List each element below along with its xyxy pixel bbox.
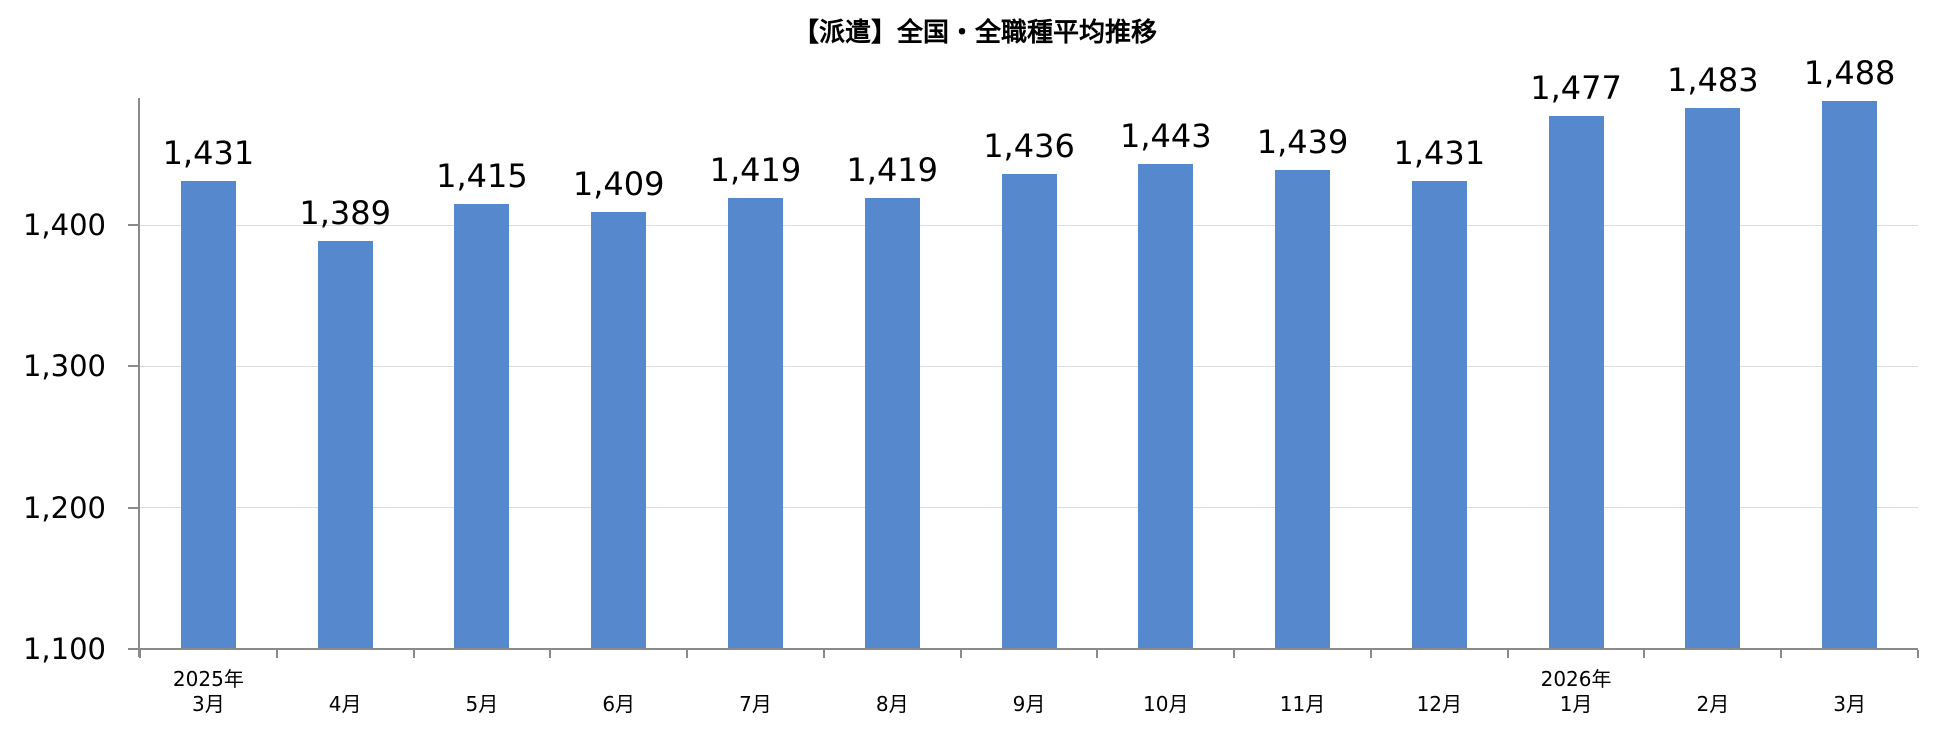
x-axis-month-label: 9月	[1012, 692, 1046, 716]
x-axis-tick	[1643, 650, 1646, 658]
x-axis-tick	[1917, 650, 1919, 658]
bar-value-label: 1,419	[709, 151, 802, 190]
x-axis-month-label: 6月	[602, 692, 636, 716]
y-axis-label: 1,100	[22, 632, 106, 666]
x-axis-tick	[1506, 650, 1509, 658]
x-axis-tick	[139, 650, 141, 658]
bar-value-label: 1,415	[436, 156, 528, 195]
chart-title: 【派遣】全国・全職種平均推移	[792, 18, 1157, 48]
x-axis-month-label: 3月	[192, 692, 225, 716]
x-axis-tick	[549, 650, 552, 658]
bar-value-label: 1,488	[1803, 53, 1896, 92]
x-axis-tick	[1233, 650, 1236, 658]
y-axis-tick	[128, 648, 138, 650]
x-axis-month-label: 7月	[739, 692, 772, 716]
x-axis-tick	[1780, 650, 1783, 658]
x-axis-month-label: 12月	[1416, 692, 1463, 716]
x-axis-month-label: 5月	[465, 692, 499, 716]
y-axis-tick	[128, 224, 138, 227]
x-axis-year-label: 2026年	[1540, 667, 1612, 691]
bar-value-label: 1,389	[299, 193, 391, 232]
x-axis-month-label: 3月	[1833, 692, 1866, 716]
x-axis-month-label: 4月	[328, 692, 362, 716]
bar	[1548, 116, 1604, 649]
x-axis-month-label: 2月	[1696, 692, 1730, 716]
bar	[180, 181, 236, 649]
x-axis-year-label: 2025年	[172, 667, 244, 691]
bar	[1411, 181, 1467, 649]
bar-value-label: 1,477	[1530, 69, 1622, 108]
bar-value-label: 1,419	[846, 151, 939, 190]
bar-value-label: 1,431	[162, 134, 255, 173]
bar	[1275, 170, 1331, 649]
x-axis-month-label: 1月	[1559, 692, 1593, 716]
bar	[1001, 174, 1057, 649]
bar	[1685, 107, 1741, 649]
bar	[454, 203, 510, 649]
bar-value-label: 1,431	[1393, 134, 1486, 173]
x-axis-tick	[686, 650, 689, 658]
y-axis-tick	[128, 365, 138, 368]
x-axis-tick	[275, 650, 278, 658]
y-axis-label: 1,200	[22, 490, 106, 525]
x-axis-tick	[959, 650, 962, 658]
x-axis-line	[138, 648, 1918, 650]
bar-value-label: 1,483	[1667, 60, 1759, 99]
bar	[864, 198, 920, 649]
x-axis-tick	[822, 650, 825, 658]
y-axis-label: 1,300	[22, 349, 106, 384]
x-axis-month-label: 8月	[875, 692, 909, 716]
bar-value-label: 1,436	[983, 127, 1075, 166]
x-axis-tick	[412, 650, 415, 658]
y-axis-line	[138, 98, 140, 657]
x-axis-tick	[1369, 650, 1372, 658]
bar	[317, 240, 373, 649]
bar	[727, 198, 783, 649]
bar	[1138, 164, 1194, 649]
y-axis-tick	[128, 506, 138, 509]
bar-value-label: 1,439	[1256, 123, 1349, 162]
x-axis-tick	[1096, 650, 1099, 658]
x-axis-month-label: 10月	[1143, 692, 1189, 716]
bar	[1822, 100, 1878, 649]
y-axis-label: 1,400	[22, 208, 106, 243]
bar-value-label: 1,409	[572, 165, 665, 204]
bar-value-label: 1,443	[1119, 117, 1212, 156]
bar	[591, 212, 647, 649]
x-axis-month-label: 11月	[1279, 692, 1326, 716]
